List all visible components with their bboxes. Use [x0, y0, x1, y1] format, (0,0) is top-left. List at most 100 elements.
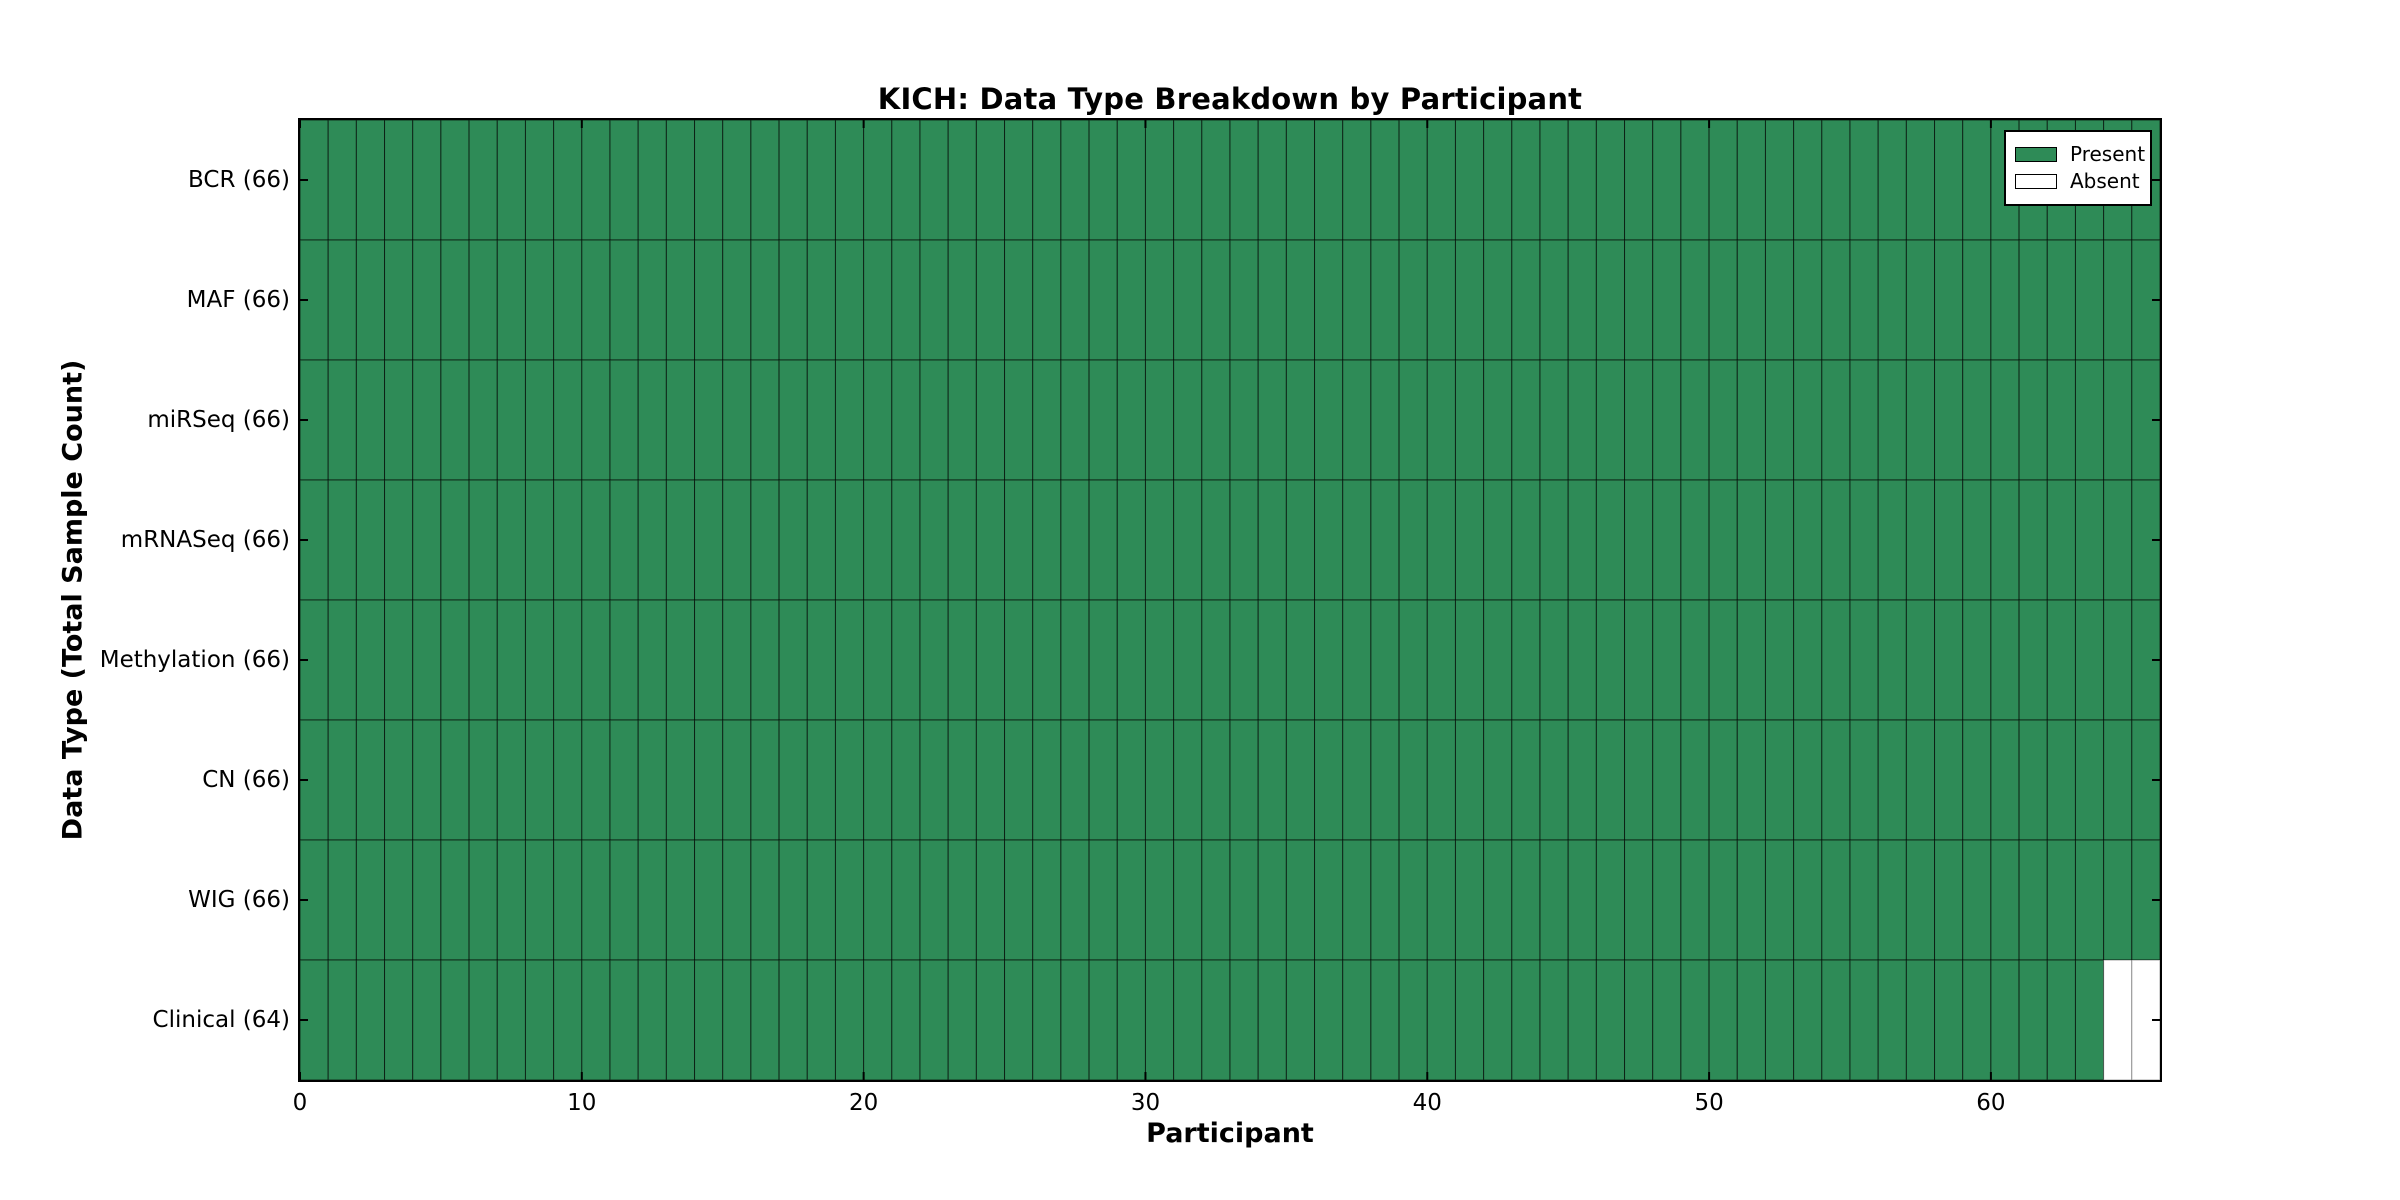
heatmap-cell: [1624, 839, 1654, 961]
heatmap-cell: [1708, 839, 1738, 961]
heatmap-cell: [1257, 839, 1287, 961]
heatmap-cell: [412, 599, 442, 721]
heatmap-cell: [722, 719, 752, 841]
heatmap-cell: [1849, 839, 1879, 961]
heatmap-cell: [1539, 719, 1569, 841]
heatmap-cell: [1454, 959, 1485, 1080]
x-tick-label: 20: [848, 1090, 879, 1116]
heatmap-cell: [553, 239, 583, 361]
heatmap-cell: [863, 839, 893, 961]
heatmap-cell: [1934, 959, 1964, 1080]
heatmap-cell: [412, 359, 442, 481]
heatmap-cell: [1680, 479, 1710, 601]
heatmap-cell: [975, 359, 1006, 481]
heatmap-cell: [1764, 479, 1795, 601]
heatmap-cell: [2046, 599, 2076, 721]
heatmap-cell: [1624, 599, 1654, 721]
heatmap-cell: [581, 479, 611, 601]
heatmap-cell: [2103, 719, 2133, 841]
heatmap-cell: [1849, 359, 1879, 481]
heatmap-cell: [1821, 120, 1851, 241]
heatmap-cell: [553, 359, 583, 481]
heatmap-cell: [384, 839, 414, 961]
heatmap-cell: [750, 359, 780, 481]
heatmap-cell: [609, 359, 639, 481]
heatmap-cell: [1370, 120, 1400, 241]
heatmap-cell: [440, 479, 470, 601]
heatmap-cell: [1342, 959, 1372, 1080]
heatmap-cell: [1652, 599, 1682, 721]
heatmap-cell: [440, 719, 470, 841]
heatmap-cell: [1821, 719, 1851, 841]
heatmap-cell: [1877, 120, 1907, 241]
heatmap-cell: [694, 959, 724, 1080]
heatmap-cell: [891, 719, 921, 841]
heatmap-cell: [1285, 959, 1316, 1080]
heatmap-cell: [2046, 479, 2076, 601]
heatmap-cell: [947, 719, 977, 841]
heatmap-cell: [1173, 839, 1203, 961]
heatmap-cell: [1398, 120, 1428, 241]
heatmap-cell: [919, 839, 949, 961]
heatmap-cell: [1764, 959, 1795, 1080]
heatmap-cell: [1342, 479, 1372, 601]
heatmap-cell: [1201, 359, 1231, 481]
heatmap-cell: [1285, 359, 1316, 481]
heatmap-cell: [1370, 599, 1400, 721]
heatmap-cell: [384, 359, 414, 481]
heatmap-cell: [440, 359, 470, 481]
heatmap-cell: [1004, 120, 1034, 241]
heatmap-cell: [1454, 120, 1485, 241]
heatmap-cell: [1229, 719, 1259, 841]
heatmap-cell: [524, 599, 555, 721]
heatmap-cell: [863, 479, 893, 601]
heatmap-cell: [750, 120, 780, 241]
heatmap-cell: [1539, 359, 1569, 481]
heatmap-cell: [2018, 719, 2048, 841]
heatmap-cell: [1201, 599, 1231, 721]
heatmap-cell: [1736, 479, 1766, 601]
heatmap-cell: [1905, 120, 1936, 241]
heatmap-cell: [553, 479, 583, 601]
heatmap-cell: [637, 719, 667, 841]
heatmap-cell: [1567, 120, 1597, 241]
heatmap-cell: [355, 719, 386, 841]
heatmap-cell: [468, 479, 498, 601]
heatmap-cell: [1793, 120, 1823, 241]
heatmap-cell: [1934, 719, 1964, 841]
heatmap-cell: [384, 479, 414, 601]
heatmap-cell: [1173, 959, 1203, 1080]
heatmap-cell: [2046, 719, 2076, 841]
heatmap-cell: [1934, 359, 1964, 481]
heatmap-cell: [1229, 359, 1259, 481]
heatmap-cell: [1088, 479, 1118, 601]
heatmap-cell: [581, 959, 611, 1080]
heatmap-cell: [919, 959, 949, 1080]
heatmap-cell: [665, 479, 696, 601]
heatmap-cell: [2018, 359, 2048, 481]
heatmap-cell: [1990, 839, 2020, 961]
heatmap-cell: [1905, 479, 1936, 601]
heatmap-cell: [1398, 239, 1428, 361]
heatmap-cell: [355, 479, 386, 601]
heatmap-cell: [2018, 599, 2048, 721]
y-tick-label: BCR (66): [188, 167, 290, 193]
heatmap-cell: [806, 959, 836, 1080]
heatmap-cell: [1511, 839, 1541, 961]
heatmap-cell: [1877, 719, 1907, 841]
legend-row-absent: Absent: [2015, 169, 2141, 193]
heatmap-cell: [1736, 719, 1766, 841]
heatmap-cell: [412, 959, 442, 1080]
plot-area: [298, 118, 2162, 1082]
heatmap-cell: [1821, 839, 1851, 961]
heatmap-cell: [1708, 599, 1738, 721]
heatmap-cell: [1229, 239, 1259, 361]
heatmap-cell: [2074, 959, 2105, 1080]
heatmap-cell: [581, 599, 611, 721]
heatmap-cell: [1990, 719, 2020, 841]
heatmap-cell: [355, 599, 386, 721]
heatmap-cell: [1314, 959, 1344, 1080]
heatmap-cell: [1483, 239, 1513, 361]
heatmap-cell: [468, 599, 498, 721]
heatmap-cell: [2074, 839, 2105, 961]
